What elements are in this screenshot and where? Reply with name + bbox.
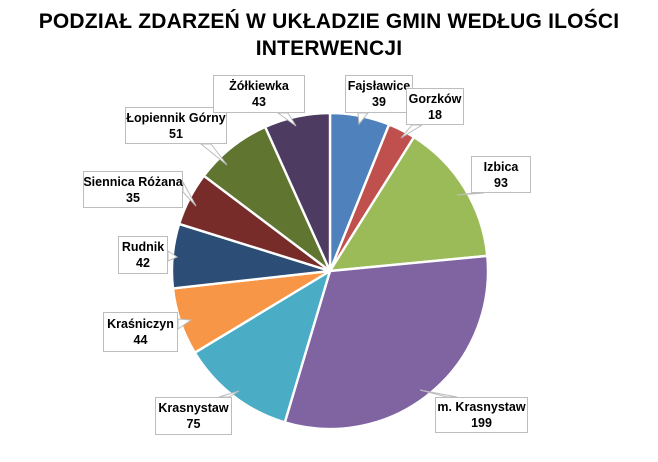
pie-slice-izbica xyxy=(328,135,489,273)
callout-value: 44 xyxy=(133,333,148,347)
callout-label: Izbica xyxy=(483,159,519,174)
callout-label: Żółkiewka xyxy=(229,79,289,93)
callout-zolkiewka: Żółkiewka 43 xyxy=(213,75,305,113)
callout-krasnystaw: Krasnystaw 75 xyxy=(155,397,232,435)
callout-tail-krasniczyn xyxy=(177,318,193,330)
callout-label: Rudnik xyxy=(121,240,165,254)
callout-m-krasnystaw: m. Krasnystaw 199 xyxy=(435,397,528,433)
callout-label: Gorzków xyxy=(408,91,462,106)
callout-tail-gorzkow xyxy=(400,124,424,139)
callout-tail-siennica-rozana xyxy=(182,181,197,207)
callout-value: 18 xyxy=(428,107,442,122)
callout-value: 39 xyxy=(372,95,386,109)
pie-slice-zolkiewka xyxy=(263,111,332,273)
callout-label: Łopiennik Górny xyxy=(126,110,226,125)
callout-gorzkow: Gorzków 18 xyxy=(406,88,464,125)
callout-krasniczyn: Kraśniczyn 44 xyxy=(103,312,178,352)
callout-value: 75 xyxy=(186,417,201,431)
chart-title: PODZIAŁ ZDARZEŃ W UKŁADZIE GMIN WEDŁUG I… xyxy=(38,10,620,61)
callout-fajslawice: Fajsławice 39 xyxy=(345,75,413,113)
callout-tail-lopiennik-gorny xyxy=(199,143,228,166)
callout-value: 93 xyxy=(494,175,508,190)
callout-value: 35 xyxy=(126,190,140,205)
callout-tail-fajslawice xyxy=(357,112,370,126)
callout-value: 42 xyxy=(136,256,150,270)
callout-siennica-rozana: Siennica Różana 35 xyxy=(83,171,183,208)
callout-tail-zolkiewka xyxy=(276,112,297,127)
callout-izbica: Izbica 93 xyxy=(471,156,531,193)
callout-tail-izbica xyxy=(456,192,485,196)
callout-label: Siennica Różana xyxy=(83,174,183,189)
callout-value: 43 xyxy=(252,95,266,109)
callout-value: 199 xyxy=(471,416,492,430)
callout-label: Krasnystaw xyxy=(158,401,229,415)
callout-label: Fajsławice xyxy=(347,79,411,93)
callout-label: m. Krasnystaw xyxy=(437,400,526,414)
callout-label: Kraśniczyn xyxy=(107,317,174,331)
callout-lopiennik-gorny: Łopiennik Górny 51 xyxy=(125,107,227,144)
pie-slice-krasnystaw xyxy=(193,269,332,424)
callout-rudnik: Rudnik 42 xyxy=(118,236,168,274)
callout-tail-rudnik xyxy=(167,250,179,262)
callout-value: 51 xyxy=(169,126,183,141)
